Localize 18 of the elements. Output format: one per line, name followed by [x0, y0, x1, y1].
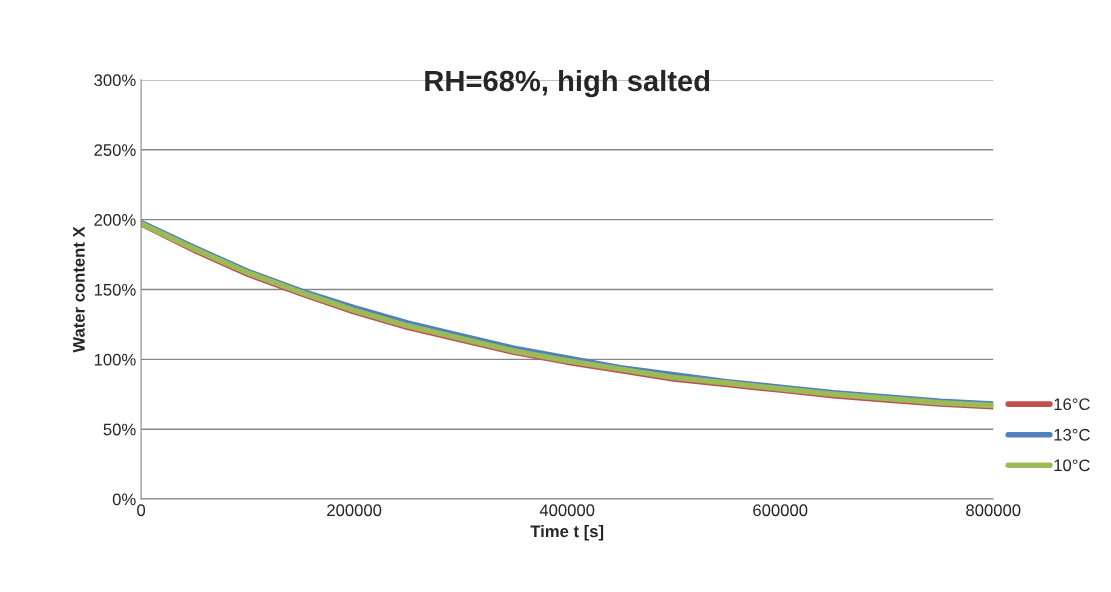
y-tick-label: 150%	[94, 283, 136, 296]
x-axis-title: Time t [s]	[530, 525, 604, 541]
legend-label: 16°C	[1054, 398, 1090, 411]
y-tick-label: 300%	[94, 74, 136, 87]
x-tick-label: 200000	[327, 504, 382, 517]
x-tick-label: 800000	[966, 504, 1021, 517]
y-tick-label: 250%	[94, 144, 136, 156]
y-axis-title: Water content X	[73, 226, 85, 353]
y-tick-label: 50%	[103, 423, 136, 436]
legend-label: 13°C	[1054, 428, 1090, 441]
y-tick-label: 0%	[112, 493, 136, 506]
y-tick-label: 200%	[94, 214, 136, 226]
x-tick-label: 600000	[753, 504, 808, 517]
y-tick-label: 100%	[94, 353, 136, 366]
x-tick-label: 400000	[539, 504, 595, 517]
legend-label: 10°C	[1054, 459, 1090, 472]
x-tick-label: 0	[137, 504, 146, 517]
chart-title: RH=68%, high salted	[425, 69, 710, 98]
